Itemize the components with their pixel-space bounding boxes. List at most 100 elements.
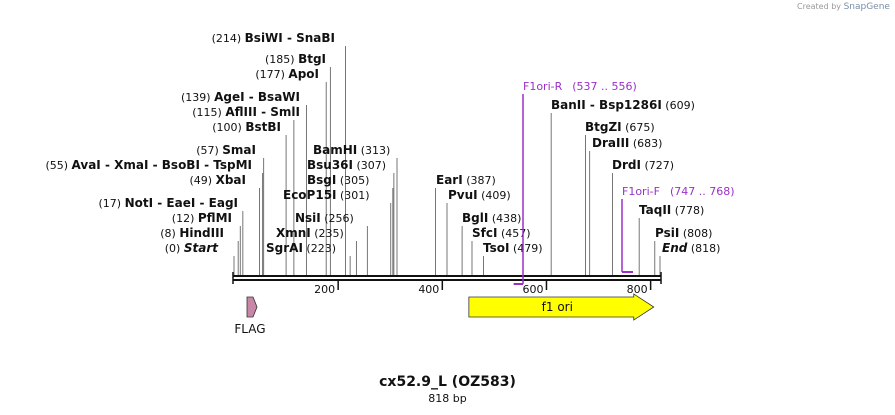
site-apoi: (177) ApoI [255, 67, 327, 275]
site-nsii: NsiI (256) [295, 211, 368, 275]
site-position: (409) [481, 189, 511, 202]
site-start: (0) Start [165, 241, 235, 275]
enzyme-name: BanII [551, 98, 586, 112]
ruler-tick-400: 400 [418, 281, 444, 296]
site-position: (457) [501, 227, 531, 240]
site-position: (100) [212, 121, 242, 134]
feature-flag: FLAG [234, 296, 266, 336]
site-position: (0) [165, 242, 181, 255]
primer-range: (747 .. 768) [670, 185, 735, 198]
site-psii: PsiI (808) [654, 226, 712, 275]
site-label: Bsu36I (307) [307, 158, 386, 172]
site-label: BanII - Bsp1286I (609) [551, 98, 695, 112]
site-bsiwi-snabi: (214) BsiWI - SnaBI [212, 31, 346, 275]
site-sgrai: SgrAI (223) [266, 241, 351, 275]
site-position: (305) [340, 174, 370, 187]
site-label: (185) BtgI [265, 52, 326, 66]
site-agei-bsawi: (139) AgeI - BsaWI [181, 90, 307, 275]
site-position: (57) [196, 144, 219, 157]
site-label: End (818) [662, 241, 720, 255]
site-position: (8) [160, 227, 176, 240]
ruler-tick-600: 600 [522, 281, 548, 296]
site-end: End (818) [659, 241, 720, 275]
sequence-map: (0) Start(8) HindIII(12) PflMI(17) NotI … [45, 31, 735, 336]
site-position: (387) [466, 174, 496, 187]
primer-f1ori-f: F1ori-F (747 .. 768) [621, 185, 735, 273]
site-pflmi: (12) PflMI [172, 211, 241, 275]
feature-arrow [246, 296, 258, 318]
enzyme-name: TsoI [483, 241, 509, 255]
site-draiii: DraIII (683) [589, 136, 663, 275]
site-position: (12) [172, 212, 195, 225]
site-label: EcoP15I (301) [283, 188, 370, 202]
site-tsoi: TsoI (479) [483, 241, 543, 275]
enzyme-name: BsiWI [245, 31, 283, 45]
site-eari: EarI (387) [435, 173, 496, 275]
enzyme-name: - Bsp1286I [586, 98, 662, 112]
enzyme-name: NotI [125, 196, 154, 210]
site-position: (115) [192, 106, 222, 119]
site-position: (139) [181, 91, 211, 104]
enzyme-name: BsgI [307, 173, 336, 187]
primer-label: F1ori-R (537 .. 556) [523, 80, 637, 93]
site-hindiii: (8) HindIII [160, 226, 239, 275]
site-position: (609) [665, 99, 695, 112]
site-label: (49) XbaI [190, 173, 247, 187]
site-label: (139) AgeI - BsaWI [181, 90, 300, 104]
enzyme-name: EcoP15I [283, 188, 337, 202]
enzyme-name: BtgI [298, 52, 326, 66]
site-label: PvuI (409) [448, 188, 511, 202]
site-bamhi: BamHI (313) [313, 143, 398, 275]
site-position: (49) [190, 174, 213, 187]
site-position: (223) [306, 242, 336, 255]
enzyme-name: DrdI [612, 158, 641, 172]
enzyme-name: BtgZI [585, 120, 622, 134]
enzyme-name: - EagI [195, 196, 238, 210]
enzyme-name: BglI [462, 211, 488, 225]
enzyme-name: - BsoBI [148, 158, 199, 172]
enzyme-name: PvuI [448, 188, 478, 202]
site-position: (778) [675, 204, 705, 217]
snapgene-credit: Created by SnapGene [797, 2, 890, 12]
enzyme-name: AgeI [214, 90, 244, 104]
site-position: (17) [98, 197, 121, 210]
map-length: 818 bp [428, 392, 467, 405]
enzyme-name: - XmaI [101, 158, 149, 172]
feature-label: FLAG [234, 322, 265, 336]
site-afliii-smli: (115) AflIII - SmlI [192, 105, 300, 275]
enzyme-name: End [662, 241, 688, 255]
enzyme-name: SmaI [222, 143, 256, 157]
enzyme-name: - SnaBI [283, 31, 335, 45]
enzyme-name: - TspMI [200, 158, 252, 172]
site-bstbi: (100) BstBI [212, 120, 287, 275]
ruler-tick-label: 800 [627, 283, 648, 296]
site-position: (675) [625, 121, 655, 134]
feature-label: f1 ori [542, 300, 573, 314]
site-label: PsiI (808) [655, 226, 712, 240]
ruler-tick-label: 600 [522, 283, 543, 296]
primer-name: F1ori-F [622, 185, 660, 198]
site-label: NsiI (256) [295, 211, 354, 225]
site-taqii: TaqII (778) [638, 203, 704, 275]
site-label: EarI (387) [436, 173, 496, 187]
site-label: (0) Start [165, 241, 219, 255]
site-position: (683) [633, 137, 663, 150]
ruler-tick-label: 200 [314, 283, 335, 296]
enzyme-name: Bsu36I [307, 158, 353, 172]
enzyme-name: EarI [436, 173, 463, 187]
site-position: (307) [357, 159, 387, 172]
site-label: TaqII (778) [639, 203, 704, 217]
enzyme-name: PflMI [198, 211, 232, 225]
feature-f1-ori: f1 ori [468, 293, 655, 321]
credit-text: Created by [797, 2, 842, 11]
site-xbai: (49) XbaI [190, 173, 260, 275]
site-ecop15i: EcoP15I (301) [283, 188, 392, 275]
site-label: SfcI (457) [472, 226, 531, 240]
map-title: cx52.9_L (OZ583) [379, 374, 516, 390]
enzyme-name: BstBI [245, 120, 281, 134]
site-position: (214) [212, 32, 242, 45]
site-label: (100) BstBI [212, 120, 281, 134]
enzyme-name: XbaI [216, 173, 246, 187]
site-noti-eaei-eagi: (17) NotI - EaeI - EagI [98, 196, 244, 275]
enzyme-name: AvaI [72, 158, 101, 172]
